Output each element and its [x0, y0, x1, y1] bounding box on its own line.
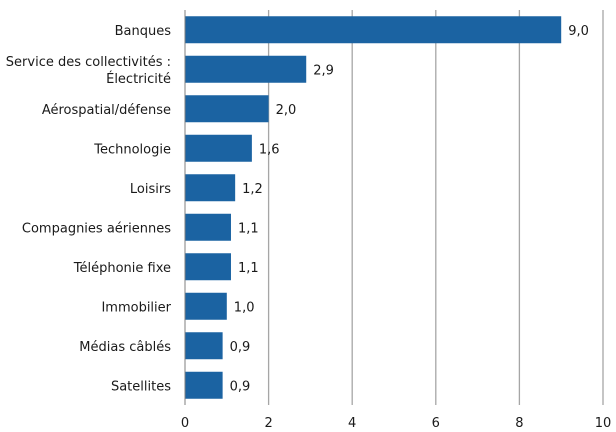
category-label-9: Satellites	[111, 379, 171, 394]
x-tick-label-1: 2	[264, 416, 272, 431]
value-label-5: 1,1	[238, 221, 259, 236]
bar-0	[185, 16, 562, 44]
bar-9	[185, 371, 223, 399]
category-label-6-line-0: Téléphonie fixe	[73, 261, 171, 276]
category-label-9-line-0: Satellites	[111, 379, 171, 394]
bar-1	[185, 55, 307, 83]
category-labels: Banques Service des collectivités : Électr…	[6, 24, 172, 395]
value-label-2: 2,0	[276, 103, 297, 118]
grid-lines	[267, 10, 604, 405]
x-tick-label-4: 8	[515, 416, 523, 431]
category-label-1-line-0: Service des collectivités :	[6, 55, 171, 70]
bar-5	[185, 213, 231, 241]
x-tick-label-2: 4	[348, 416, 356, 431]
value-label-9: 0,9	[230, 379, 251, 394]
category-label-3: Technologie	[93, 142, 171, 157]
value-label-6: 1,1	[238, 261, 259, 276]
category-label-3-line-0: Technologie	[93, 142, 171, 157]
category-label-5-line-0: Compagnies aériennes	[22, 221, 171, 236]
category-label-8: Médias câblés	[79, 340, 171, 355]
category-label-7: Immobilier	[101, 300, 171, 315]
x-tick-label-3: 6	[432, 416, 440, 431]
value-label-1: 2,9	[313, 63, 334, 78]
bar-4	[185, 174, 236, 202]
bar-6	[185, 253, 231, 281]
bars: 9,0 2,9 2,0 1,6 1,2 1,1 1,1 1,0 0,9 0,9	[185, 16, 589, 399]
value-label-8: 0,9	[230, 340, 251, 355]
x-tick-label-5: 10	[595, 416, 612, 431]
category-label-6: Téléphonie fixe	[73, 261, 171, 276]
value-label-4: 1,2	[242, 182, 263, 197]
category-label-7-line-0: Immobilier	[101, 300, 171, 315]
bar-2	[185, 95, 269, 123]
category-label-4: Loisirs	[130, 182, 171, 197]
category-label-0: Banques	[115, 24, 172, 39]
value-label-7: 1,0	[234, 300, 255, 315]
category-label-8-line-0: Médias câblés	[79, 340, 171, 355]
category-label-0-line-0: Banques	[115, 24, 172, 39]
bar-3	[185, 134, 252, 162]
value-label-0: 9,0	[568, 24, 589, 39]
x-tick-label-0: 0	[181, 416, 189, 431]
category-label-2-line-0: Aérospatial/défense	[42, 103, 171, 118]
category-label-5: Compagnies aériennes	[22, 221, 171, 236]
category-label-2: Aérospatial/défense	[42, 103, 171, 118]
bar-7	[185, 292, 227, 320]
category-label-1-line-1: Électricité	[106, 71, 171, 87]
x-axis: 0 2 4 6 8 10	[181, 10, 611, 431]
bar-8	[185, 332, 223, 360]
value-label-3: 1,6	[259, 142, 280, 157]
category-label-4-line-0: Loisirs	[130, 182, 171, 197]
category-label-1: Service des collectivités : Électricité	[6, 55, 171, 87]
